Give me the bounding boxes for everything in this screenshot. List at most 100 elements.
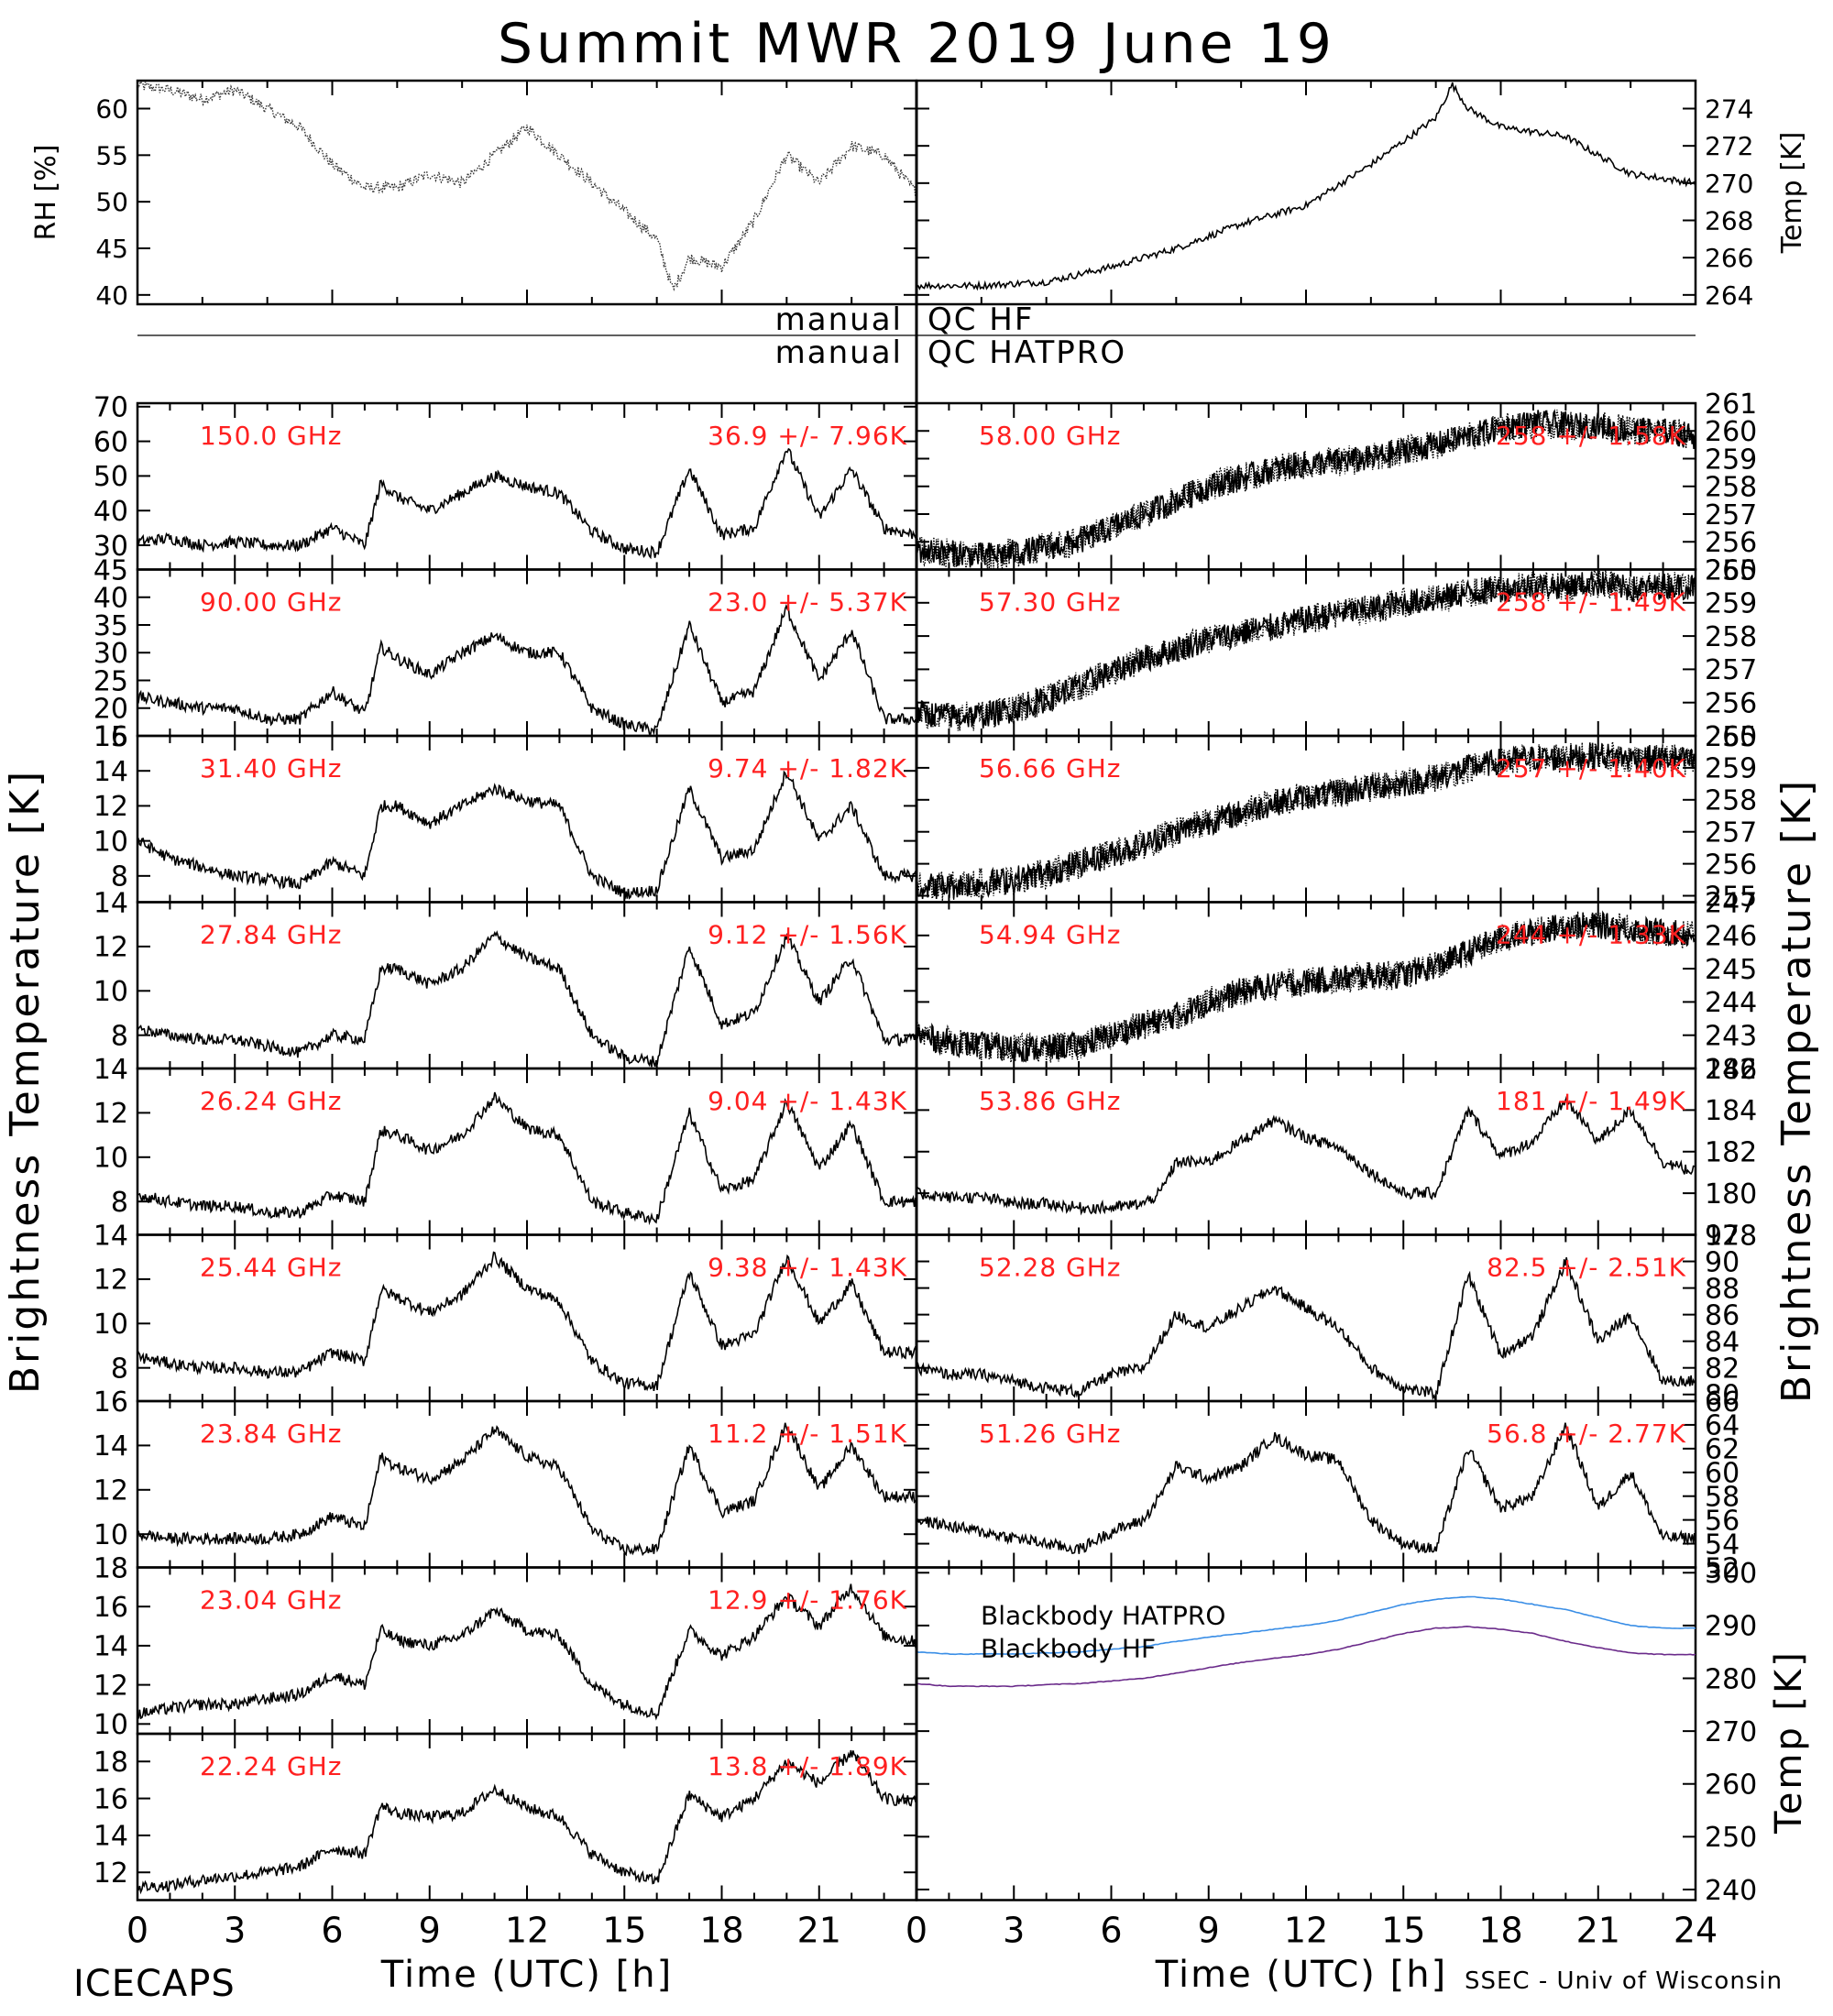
y-tick-label: 56 — [1705, 1505, 1740, 1537]
footer-ssec: SSEC - Univ of Wisconsin — [1465, 1967, 1783, 1995]
y-tick-label: 255 — [1705, 554, 1757, 586]
y-tick-label: 256 — [1705, 527, 1757, 559]
rh-axis-label: RH [%] — [30, 145, 62, 241]
channel-frequency-label: 58.00 GHz — [979, 421, 1122, 451]
y-tick-label: 60 — [1705, 1458, 1740, 1490]
channel-frequency-label: 23.04 GHz — [200, 1585, 343, 1616]
y-tick-label: 270 — [1705, 1716, 1757, 1748]
right-brightness-temperature-label: Brightness Temperature [K] — [1773, 778, 1820, 1403]
channel-series — [137, 1091, 917, 1226]
y-tick-label: 242 — [1705, 1054, 1757, 1086]
x-minor-ticks — [137, 736, 917, 903]
x-tick-label-right: 12 — [1284, 1911, 1328, 1951]
channel-series — [137, 1422, 917, 1557]
x-minor-ticks — [137, 1234, 917, 1401]
x-minor-ticks — [137, 1401, 917, 1568]
rh-series — [137, 80, 917, 292]
y-tick-label: 16 — [93, 1386, 128, 1419]
channel-frequency-label: 26.24 GHz — [200, 1086, 343, 1116]
y-tick-label: 60 — [95, 94, 128, 125]
y-tick-label: 257 — [1705, 654, 1757, 686]
footer-icecaps: ICECAPS — [73, 1963, 236, 2005]
x-tick-label-left: 15 — [602, 1911, 646, 1951]
y-tick-label: 243 — [1705, 1021, 1757, 1053]
y-tick-label: 10 — [93, 1709, 128, 1741]
temp-axis-label: Temp [K] — [1776, 132, 1808, 255]
y-tick-label: 8 — [111, 1021, 128, 1053]
y-tick-label: 256 — [1705, 688, 1757, 720]
y-tick-label: 10 — [93, 1519, 128, 1551]
x-minor-ticks — [916, 1401, 1696, 1568]
y-tick-label: 14 — [93, 1430, 128, 1463]
channel-series-noise — [916, 741, 1696, 902]
y-tick-label: 12 — [93, 1670, 128, 1702]
y-tick-label: 247 — [1705, 887, 1757, 919]
channel-stat-label: 13.8 +/- 1.89K — [708, 1751, 907, 1781]
y-tick-label: 290 — [1705, 1611, 1757, 1643]
channel-series — [137, 603, 917, 736]
channel-frequency-label: 27.84 GHz — [200, 920, 343, 950]
y-tick-label: 260 — [1705, 554, 1757, 586]
channel-series — [916, 408, 1696, 568]
y-tick-label: 15 — [93, 721, 128, 753]
y-tick-label: 14 — [93, 887, 128, 919]
channel-series — [916, 910, 1696, 1063]
y-tick-label: 259 — [1705, 444, 1757, 476]
y-tick-label: 182 — [1705, 1137, 1757, 1169]
blackbody-series-hatpro — [916, 1595, 1696, 1656]
channel-frequency-label: 53.86 GHz — [979, 1086, 1122, 1116]
y-tick-label: 14 — [93, 1631, 128, 1663]
y-tick-label: 12 — [93, 1475, 128, 1507]
y-tick-label: 12 — [93, 791, 128, 823]
y-tick-label: 50 — [95, 187, 128, 217]
qc-hatpro-right-label: QC HATPRO — [927, 334, 1126, 371]
y-tick-label: 18 — [93, 1552, 128, 1584]
y-tick-label: 16 — [93, 721, 128, 753]
channel-stat-label: 56.8 +/- 2.77K — [1487, 1419, 1686, 1449]
y-tick-label: 180 — [1705, 1178, 1757, 1211]
y-ticks: 10 12 14 16 18 — [93, 1552, 916, 1741]
x-tick-label-right: 21 — [1576, 1911, 1620, 1951]
y-ticks: 264 266 268 270 272 274 — [916, 94, 1753, 311]
y-tick-label: 10 — [93, 1143, 128, 1175]
channel-frequency-label: 56.66 GHz — [979, 753, 1122, 783]
y-tick-label: 86 — [1705, 1299, 1740, 1331]
y-tick-label: 25 — [93, 665, 128, 697]
channel-stat-label: 9.74 +/- 1.82K — [708, 753, 907, 783]
x-minor-ticks — [916, 1234, 1696, 1401]
y-tick-label: 88 — [1705, 1273, 1740, 1305]
y-tick-label: 62 — [1705, 1434, 1740, 1466]
channel-series — [916, 1422, 1696, 1555]
x-tick-label-right: 3 — [1003, 1911, 1025, 1951]
y-ticks: 40 45 50 55 60 — [95, 94, 916, 311]
y-tick-label: 52 — [1705, 1552, 1740, 1584]
y-tick-label: 240 — [1705, 1875, 1757, 1907]
y-tick-label: 10 — [93, 976, 128, 1008]
channel-stat-label: 257 +/- 1.40K — [1496, 753, 1686, 783]
y-tick-label: 40 — [95, 280, 128, 311]
channel-series-noise — [916, 410, 1696, 570]
y-tick-label: 90 — [1705, 1246, 1740, 1278]
channel-frequency-label: 25.44 GHz — [200, 1253, 343, 1283]
channel-frequency-label: 52.28 GHz — [979, 1253, 1122, 1283]
left-brightness-temperature-label: Brightness Temperature [K] — [2, 769, 49, 1394]
channel-stat-label: 258 +/- 1.58K — [1496, 421, 1686, 451]
y-tick-label: 45 — [93, 554, 128, 586]
y-ticks: 178 180 182 184 186 — [916, 1054, 1757, 1252]
channel-series — [137, 1749, 917, 1895]
x-minor-ticks — [916, 1567, 1696, 1901]
x-tick-label-left: 12 — [505, 1911, 549, 1951]
y-tick-label: 255 — [1705, 881, 1757, 913]
y-tick-label: 258 — [1705, 621, 1757, 653]
x-minor-ticks — [137, 1567, 917, 1734]
x-minor-ticks — [916, 403, 1696, 570]
y-tick-label: 40 — [93, 583, 128, 615]
x-tick-label-right: 6 — [1100, 1911, 1122, 1951]
legend-hatpro-label: Blackbody HATPRO — [981, 1601, 1225, 1631]
y-ticks: 240 250 260 270 280 290 300 — [916, 1558, 1757, 1907]
y-tick-label: 257 — [1705, 817, 1757, 849]
y-tick-label: 80 — [1705, 1380, 1740, 1412]
x-minor-ticks — [916, 81, 1696, 304]
